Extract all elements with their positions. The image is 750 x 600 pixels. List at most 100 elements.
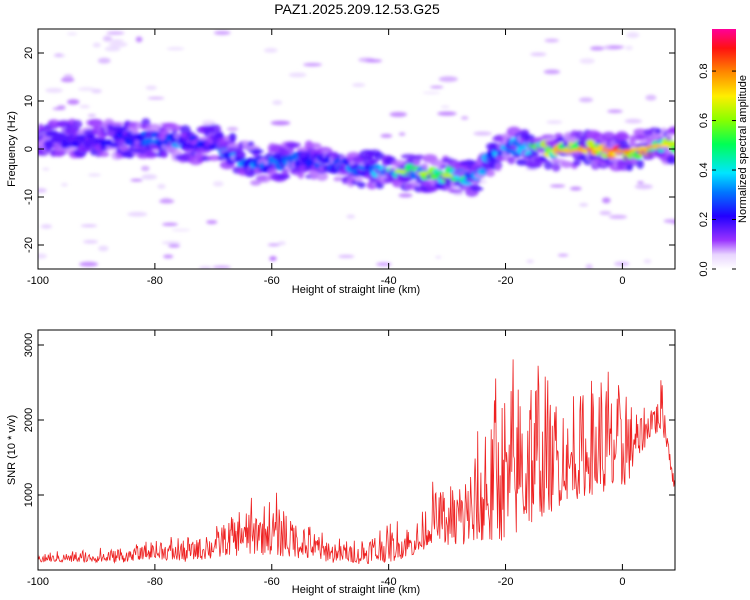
- spectrogram-speckle: [206, 220, 218, 225]
- spectrogram-halo: [653, 134, 664, 139]
- spectrogram-speckle: [140, 165, 150, 172]
- spectrogram-speckle: [530, 52, 547, 57]
- spectrogram-halo: [248, 149, 264, 154]
- spectrogram-halo: [414, 154, 425, 160]
- spectrogram-speckle: [60, 77, 75, 83]
- spectrogram-halo: [634, 134, 651, 140]
- spectrogram-speckle: [364, 59, 383, 63]
- spectrogram-y-axis-label: Frequency (Hz): [6, 111, 18, 187]
- spectrogram-halo: [551, 163, 561, 172]
- spectrogram-speckle: [104, 46, 121, 52]
- spectrogram-halo: [370, 158, 379, 165]
- y-tick-label: 10: [23, 95, 35, 107]
- spectrogram-speckle: [546, 120, 563, 124]
- spectrogram-speckle: [199, 266, 212, 269]
- spectrogram-speckle: [66, 32, 78, 36]
- spectrogram-halo: [539, 155, 547, 160]
- spectrogram-speckle: [526, 259, 534, 263]
- spectrogram-halo: [666, 156, 675, 165]
- spectrogram-halo: [515, 158, 528, 166]
- spectrogram-speckle: [83, 239, 99, 244]
- spectrogram-speckle: [97, 57, 111, 64]
- spectrogram-speckle: [543, 69, 561, 75]
- snr-series-line: [38, 359, 675, 565]
- spectrogram-halo: [494, 162, 502, 172]
- spectrogram-speckle: [168, 244, 181, 248]
- spectrogram-speckle: [77, 87, 96, 92]
- spectrogram-speckle: [263, 48, 278, 53]
- spectrogram-speckle: [162, 222, 178, 226]
- spectrogram-speckle: [602, 197, 611, 204]
- snr-ticks: -100 -80 -60 -40 -20 0 1000 2000 3000: [23, 330, 675, 588]
- y-tick-label: 20: [23, 47, 35, 59]
- spectrogram-speckle: [79, 105, 91, 109]
- spectrogram-speckle: [212, 181, 224, 187]
- colorbar-gradient: [712, 29, 736, 269]
- spectrogram-speckle: [338, 254, 355, 259]
- spectrogram-speckle: [80, 224, 98, 228]
- spectrogram-speckle: [557, 253, 569, 257]
- figure-title: PAZ1.2025.209.12.53.G25: [274, 1, 440, 17]
- spectrogram-speckle: [161, 241, 181, 245]
- spectrogram-halo: [207, 124, 222, 134]
- spectrogram-speckle: [269, 255, 277, 262]
- snr-panel: -100 -80 -60 -40 -20 0 1000 2000 3000 Height of …: [6, 329, 676, 596]
- spectrogram-halo: [530, 149, 540, 156]
- spectrogram-peak: [394, 169, 407, 174]
- spectrogram-halo: [179, 125, 191, 135]
- spectrogram-halo: [430, 159, 446, 167]
- spectrogram-halo: [207, 155, 222, 161]
- x-tick-label: -100: [27, 275, 49, 287]
- colorbar-tick-label: 0.4: [698, 162, 710, 177]
- spectrogram-speckle: [473, 131, 492, 136]
- spectrogram-halo: [633, 128, 648, 136]
- spectrogram-ridge-cell: [305, 159, 313, 168]
- spectrogram-speckle: [213, 30, 231, 35]
- spectrogram-peak: [638, 146, 649, 150]
- y-tick-label: 2000: [23, 408, 35, 432]
- spectrogram-speckle: [608, 45, 625, 49]
- spectrogram-speckle: [212, 265, 231, 269]
- spectrogram-speckle: [376, 262, 392, 267]
- spectrogram-speckle: [45, 88, 63, 93]
- spectrogram-speckle: [634, 184, 653, 190]
- spectrogram-halo: [543, 160, 553, 170]
- spectrogram-speckle: [54, 53, 63, 57]
- x-tick-label: -80: [147, 275, 163, 287]
- spectrogram-frame: [37, 28, 676, 270]
- spectrogram-halo: [507, 156, 516, 165]
- spectrogram-halo: [306, 142, 322, 149]
- spectrogram-speckle: [288, 72, 307, 78]
- spectrogram-halo: [636, 159, 644, 169]
- spectrogram-halo: [310, 171, 318, 180]
- spectrogram-speckle: [607, 109, 623, 114]
- spectrogram-speckle: [270, 120, 291, 126]
- spectrogram-speckle: [544, 38, 559, 43]
- x-tick-label: -60: [264, 275, 280, 287]
- spectrogram-speckle: [42, 167, 50, 171]
- spectrogram-halo: [228, 132, 237, 142]
- spectrogram-speckle: [624, 118, 643, 124]
- spectrogram-speckle: [130, 178, 143, 182]
- snr-x-axis-label: Height of straight line (km): [292, 584, 420, 596]
- x-tick-label: -20: [498, 576, 514, 588]
- spectrogram-ridge-cell: [86, 133, 95, 139]
- spectrogram-speckle: [141, 174, 157, 180]
- x-tick-label: -40: [381, 275, 397, 287]
- spectrogram-speckle: [637, 181, 644, 184]
- spectrogram-speckle: [645, 94, 657, 101]
- spectrogram-speckle: [106, 31, 125, 35]
- x-tick-label: 0: [619, 275, 625, 287]
- spectrogram-halo: [257, 174, 271, 183]
- spectrogram-halo: [281, 168, 289, 177]
- spectrogram-halo: [449, 188, 464, 194]
- spectrogram-speckle: [171, 228, 191, 232]
- spectrogram-speckle: [67, 99, 80, 105]
- spectrogram-speckle: [127, 211, 148, 217]
- spectrogram-halo: [145, 151, 157, 158]
- spectrogram-speckle: [109, 39, 124, 42]
- spectrogram-peak: [592, 147, 604, 151]
- colorbar-tick-label: 0.2: [698, 212, 710, 227]
- spectrogram-halo: [70, 128, 79, 134]
